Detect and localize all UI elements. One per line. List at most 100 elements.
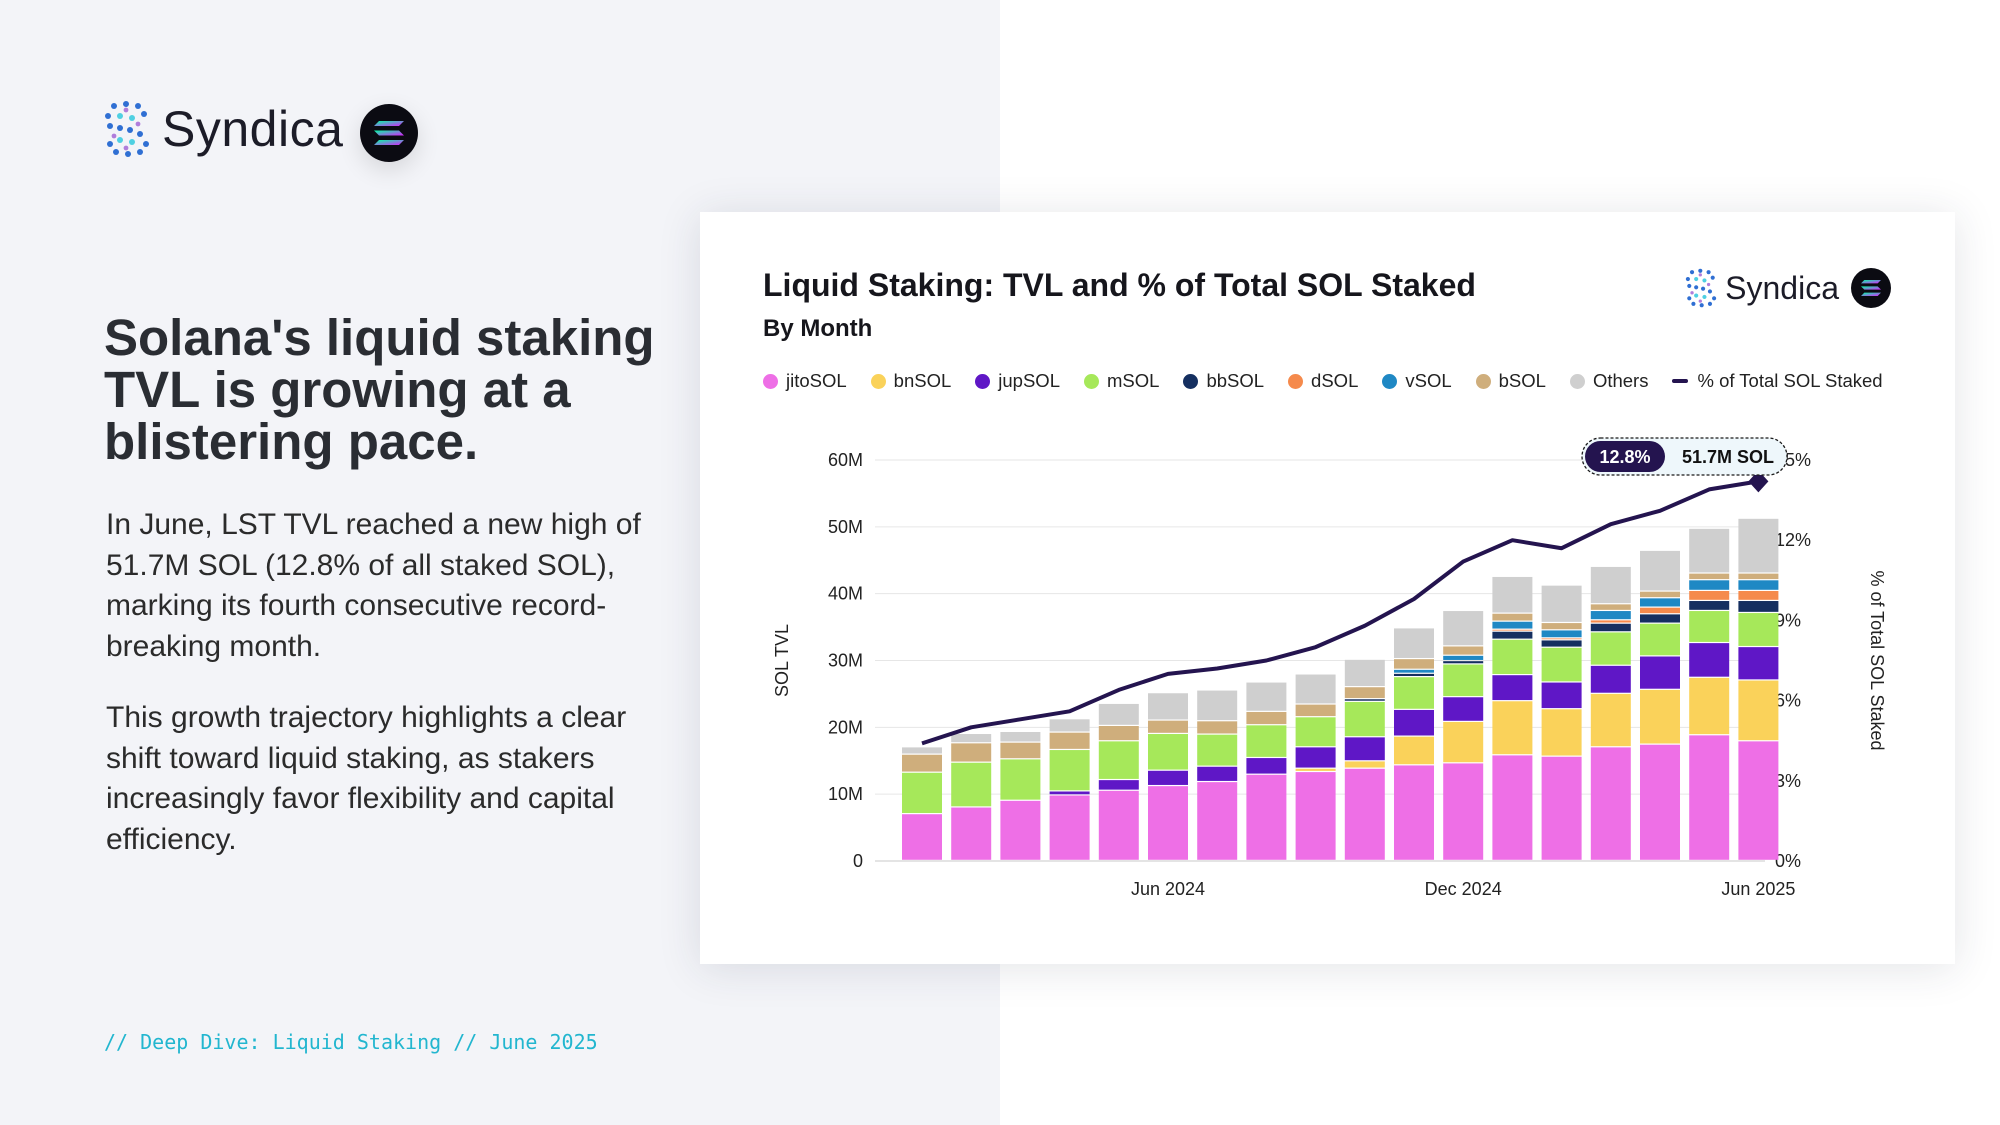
bar-segment-msol [1689,611,1730,642]
bar-segment-others [1246,682,1287,711]
bar-segment-bbsol [1492,631,1533,639]
solana-badge [360,104,418,162]
bar-segment-bbsol [1443,661,1484,664]
y-tick-label: 0 [853,851,863,871]
bar-segment-bsol [951,743,992,762]
bar-segment-jupsol [1443,697,1484,721]
bar-segment-bnsol [1541,709,1582,756]
bar-segment-jitosol [902,814,942,860]
bar-segment-vsol [1541,630,1582,638]
bar-segment-msol [1738,613,1779,646]
bar-segment-bsol [1492,613,1533,621]
bar-segment-msol [1000,759,1041,800]
bar-segment-jupsol [1541,682,1582,709]
bar-segment-bbsol [1640,614,1680,623]
bar-segment-jitosol [1541,756,1582,860]
legend-item: dSOL [1288,370,1358,392]
y-tick-label: 30M [828,651,863,671]
legend-swatch [763,373,778,389]
bar-segment-dsol [1541,638,1582,640]
bar-segment-bbsol [1541,640,1582,647]
bar-segment-jitosol [1049,795,1090,860]
legend-swatch [1382,373,1398,389]
bar-segment-others [1443,611,1484,646]
solana-icon [374,121,404,145]
y2-tick-label: 12% [1775,530,1811,550]
bar-segment-bsol [1098,725,1139,741]
bar-segment-bbsol [1738,601,1779,612]
bar-segment-msol [1590,632,1631,665]
legend-label: bSOL [1498,370,1546,391]
bar-segment-msol [1295,717,1336,747]
bar-segment-jupsol [1049,791,1090,795]
bar-segment-jitosol [1246,774,1287,860]
bar-segment-dsol [1590,620,1631,623]
x-tick-label: Jun 2025 [1721,879,1795,899]
card-brand: Syndica [1685,268,1891,308]
y-tick-label: 10M [828,784,863,804]
legend-label: bbSOL [1206,370,1265,391]
syndica-logo-icon [105,101,149,157]
solana-icon [1861,280,1881,296]
chart-title: Liquid Staking: TVL and % of Total SOL S… [763,267,1476,303]
legend-item: % of Total SOL Staked [1672,370,1883,392]
bar-segment-jitosol [1295,772,1336,860]
bar-segment-jupsol [1148,770,1188,785]
bar-segment-bnsol [1738,680,1779,741]
legend-item: jitoSOL [763,370,847,392]
chart-subtitle: By Month [763,315,873,342]
bar-segment-bsol [1000,742,1041,759]
bar-segment-jupsol [1098,780,1139,790]
paragraph-2: This growth trajectory highlights a clea… [106,701,627,856]
annotation-marker [1748,470,1769,493]
bar-segment-others [902,747,942,754]
bar-segment-others [951,734,992,743]
bar-segment-jitosol [1492,755,1533,860]
bar-segment-msol [1443,664,1484,697]
y2-tick-label: 9% [1775,610,1801,630]
annotation-percent-pill [1585,441,1665,472]
footer-caption: // Deep Dive: Liquid Staking // June 202… [104,1030,598,1054]
bar-segment-bsol [1295,704,1336,717]
bar-segment-bnsol [1443,721,1484,763]
y-axis-label: SOL TVL [772,624,792,697]
bar-segment-vsol [1738,580,1779,590]
x-tick-label: Dec 2024 [1425,879,1502,899]
bar-segment-others [1197,690,1238,721]
bar-segment-others [1394,628,1434,658]
bar-segment-msol [902,772,942,814]
bar-segment-others [1689,528,1730,573]
bar-segment-msol [1098,741,1139,779]
bar-segment-jupsol [1590,665,1631,693]
bar-segment-bsol [1344,687,1385,699]
bar-segment-bsol [1148,720,1188,733]
bar-segment-bsol [902,754,942,772]
legend-item: vSOL [1382,370,1452,392]
bar-segment-bsol [1394,659,1434,669]
bar-segment-bnsol [1295,768,1336,771]
bar-segment-msol [1541,647,1582,682]
card-solana-badge [1851,268,1891,308]
bar-segment-dsol [1640,607,1680,614]
bar-segment-msol [1197,734,1238,766]
bar-segment-msol [1394,677,1434,709]
y2-tick-label: 3% [1775,771,1801,791]
bar-segment-msol [1640,623,1680,656]
bar-segment-jitosol [1344,768,1385,860]
legend-label: bnSOL [893,370,952,391]
bar-segment-vsol [1689,580,1730,590]
bar-segment-bsol [1689,573,1730,580]
bar-segment-bnsol [1640,689,1680,744]
bar-segment-jupsol [1344,737,1385,761]
chart-card: Liquid Staking: TVL and % of Total SOL S… [700,212,1955,964]
bar-segment-msol [951,762,992,807]
bar-segment-msol [1246,725,1287,757]
legend-swatch [975,373,991,389]
y-tick-label: 20M [828,717,863,737]
legend-item: bbSOL [1183,370,1264,392]
legend-swatch [1569,373,1585,389]
bar-segment-jupsol [1640,656,1680,689]
bar-segment-dsol [1492,629,1533,631]
bar-segment-bbsol [1689,601,1730,610]
